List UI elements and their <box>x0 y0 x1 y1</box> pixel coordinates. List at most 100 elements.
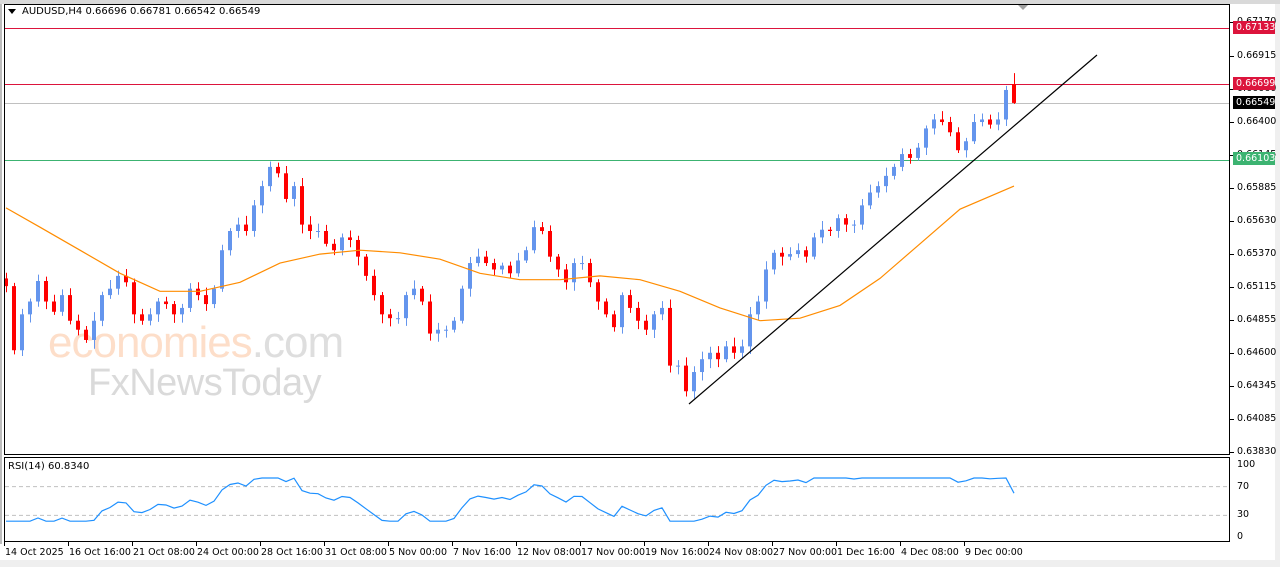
bear-candle <box>828 229 832 231</box>
bull-candle <box>444 329 448 331</box>
time-tick-label: 31 Oct 08:00 <box>325 547 387 558</box>
price-tick-mark <box>1230 22 1234 23</box>
bear-candle <box>668 307 672 366</box>
price-chart-panel[interactable] <box>4 4 1230 455</box>
price-tick-mark <box>1230 122 1234 123</box>
time-tick-label: 12 Nov 08:00 <box>517 547 582 558</box>
time-tick-mark <box>260 542 261 546</box>
bear-candle <box>68 295 72 321</box>
bull-candle <box>980 119 984 123</box>
bear-candle <box>612 314 616 328</box>
bear-candle <box>484 256 488 264</box>
bull-candle <box>532 227 536 251</box>
bear-candle <box>132 282 136 315</box>
bull-candle <box>964 141 968 151</box>
bull-candle <box>188 288 192 308</box>
time-tick-mark <box>644 542 645 546</box>
bull-candle <box>812 237 816 257</box>
bear-candle <box>492 263 496 270</box>
time-tick-label: 9 Dec 00:00 <box>965 547 1023 558</box>
rsi-tick-label: 30 <box>1237 509 1250 521</box>
bull-candle <box>860 205 864 225</box>
time-tick-mark <box>580 542 581 546</box>
bull-candle <box>620 295 624 328</box>
bear-candle <box>44 281 48 302</box>
price-tick-mark <box>1230 287 1234 288</box>
bull-candle <box>92 320 96 340</box>
price-level-tag: 0.66549 <box>1233 96 1275 109</box>
bull-candle <box>412 288 416 296</box>
price-level-tag: 0.67133 <box>1233 21 1275 34</box>
bull-candle <box>212 288 216 305</box>
bear-candle <box>540 227 544 231</box>
bear-candle <box>644 320 648 330</box>
bottom-border <box>0 560 1280 567</box>
bull-candle <box>108 288 112 296</box>
bull-candle <box>36 281 40 302</box>
price-tick-label: 0.64085 <box>1237 413 1277 424</box>
bear-candle <box>636 307 640 321</box>
bull-candle <box>900 154 904 167</box>
time-tick-label: 19 Nov 16:00 <box>645 547 710 558</box>
bear-candle <box>628 295 632 308</box>
bear-candle <box>564 269 568 283</box>
bear-candle <box>284 173 288 199</box>
bull-candle <box>476 256 480 264</box>
chart-shift-marker-icon[interactable] <box>1018 5 1028 10</box>
price-tick-label: 0.65370 <box>1237 248 1277 259</box>
rsi-tick-label: 100 <box>1237 459 1256 470</box>
right-border <box>1275 4 1280 567</box>
bear-candle <box>1012 84 1016 103</box>
watermark-economies-text: economies <box>48 318 253 367</box>
bull-candle <box>220 250 224 289</box>
bear-candle <box>308 224 312 231</box>
symbol-header[interactable]: AUDUSD,H4 0.66696 0.66781 0.66542 0.6654… <box>8 6 260 17</box>
bear-candle <box>908 154 912 158</box>
price-level-tag: 0.66103 <box>1233 152 1275 165</box>
price-tick-mark <box>1230 320 1234 321</box>
bear-candle <box>276 166 280 174</box>
bull-candle <box>764 269 768 302</box>
time-tick-mark <box>388 542 389 546</box>
bear-candle <box>5 278 8 287</box>
time-tick-mark <box>900 542 901 546</box>
bull-candle <box>820 229 824 238</box>
bull-candle <box>852 224 856 226</box>
rsi-tick-label: 70 <box>1237 480 1250 492</box>
bear-candle <box>428 301 432 334</box>
rsi-indicator-panel[interactable] <box>4 457 1230 542</box>
bull-candle <box>996 119 1000 125</box>
bear-candle <box>172 304 176 315</box>
time-tick-label: 16 Oct 16:00 <box>69 547 131 558</box>
bear-candle <box>244 224 248 231</box>
price-tick-mark <box>1230 452 1234 453</box>
bull-candle <box>836 218 840 231</box>
bull-candle <box>500 265 504 270</box>
bear-candle <box>844 218 848 225</box>
time-tick-mark <box>964 542 965 546</box>
dropdown-triangle-icon[interactable] <box>8 8 16 14</box>
time-tick-mark <box>68 542 69 546</box>
price-tick-mark <box>1230 89 1234 90</box>
bull-candle <box>404 295 408 319</box>
bull-candle <box>788 254 792 257</box>
time-tick-label: 27 Nov 00:00 <box>773 547 838 558</box>
time-tick-label: 21 Oct 08:00 <box>133 547 195 558</box>
time-tick-label: 17 Nov 00:00 <box>581 547 646 558</box>
bear-candle <box>508 265 512 274</box>
bear-candle <box>76 320 80 330</box>
bear-candle <box>988 119 992 125</box>
time-tick-mark <box>324 542 325 546</box>
bull-candle <box>868 192 872 206</box>
price-tick-label: 0.66400 <box>1237 116 1277 127</box>
bear-candle <box>332 243 336 251</box>
time-tick-label: 4 Dec 08:00 <box>901 547 959 558</box>
time-tick-label: 24 Oct 00:00 <box>197 547 259 558</box>
price-tick-mark <box>1230 188 1234 189</box>
bear-candle <box>732 346 736 353</box>
bull-candle <box>972 122 976 142</box>
bull-candle <box>700 359 704 373</box>
time-tick-label: 24 Nov 08:00 <box>709 547 774 558</box>
bear-candle <box>596 282 600 302</box>
rsi-tick-label: 0 <box>1237 531 1244 542</box>
